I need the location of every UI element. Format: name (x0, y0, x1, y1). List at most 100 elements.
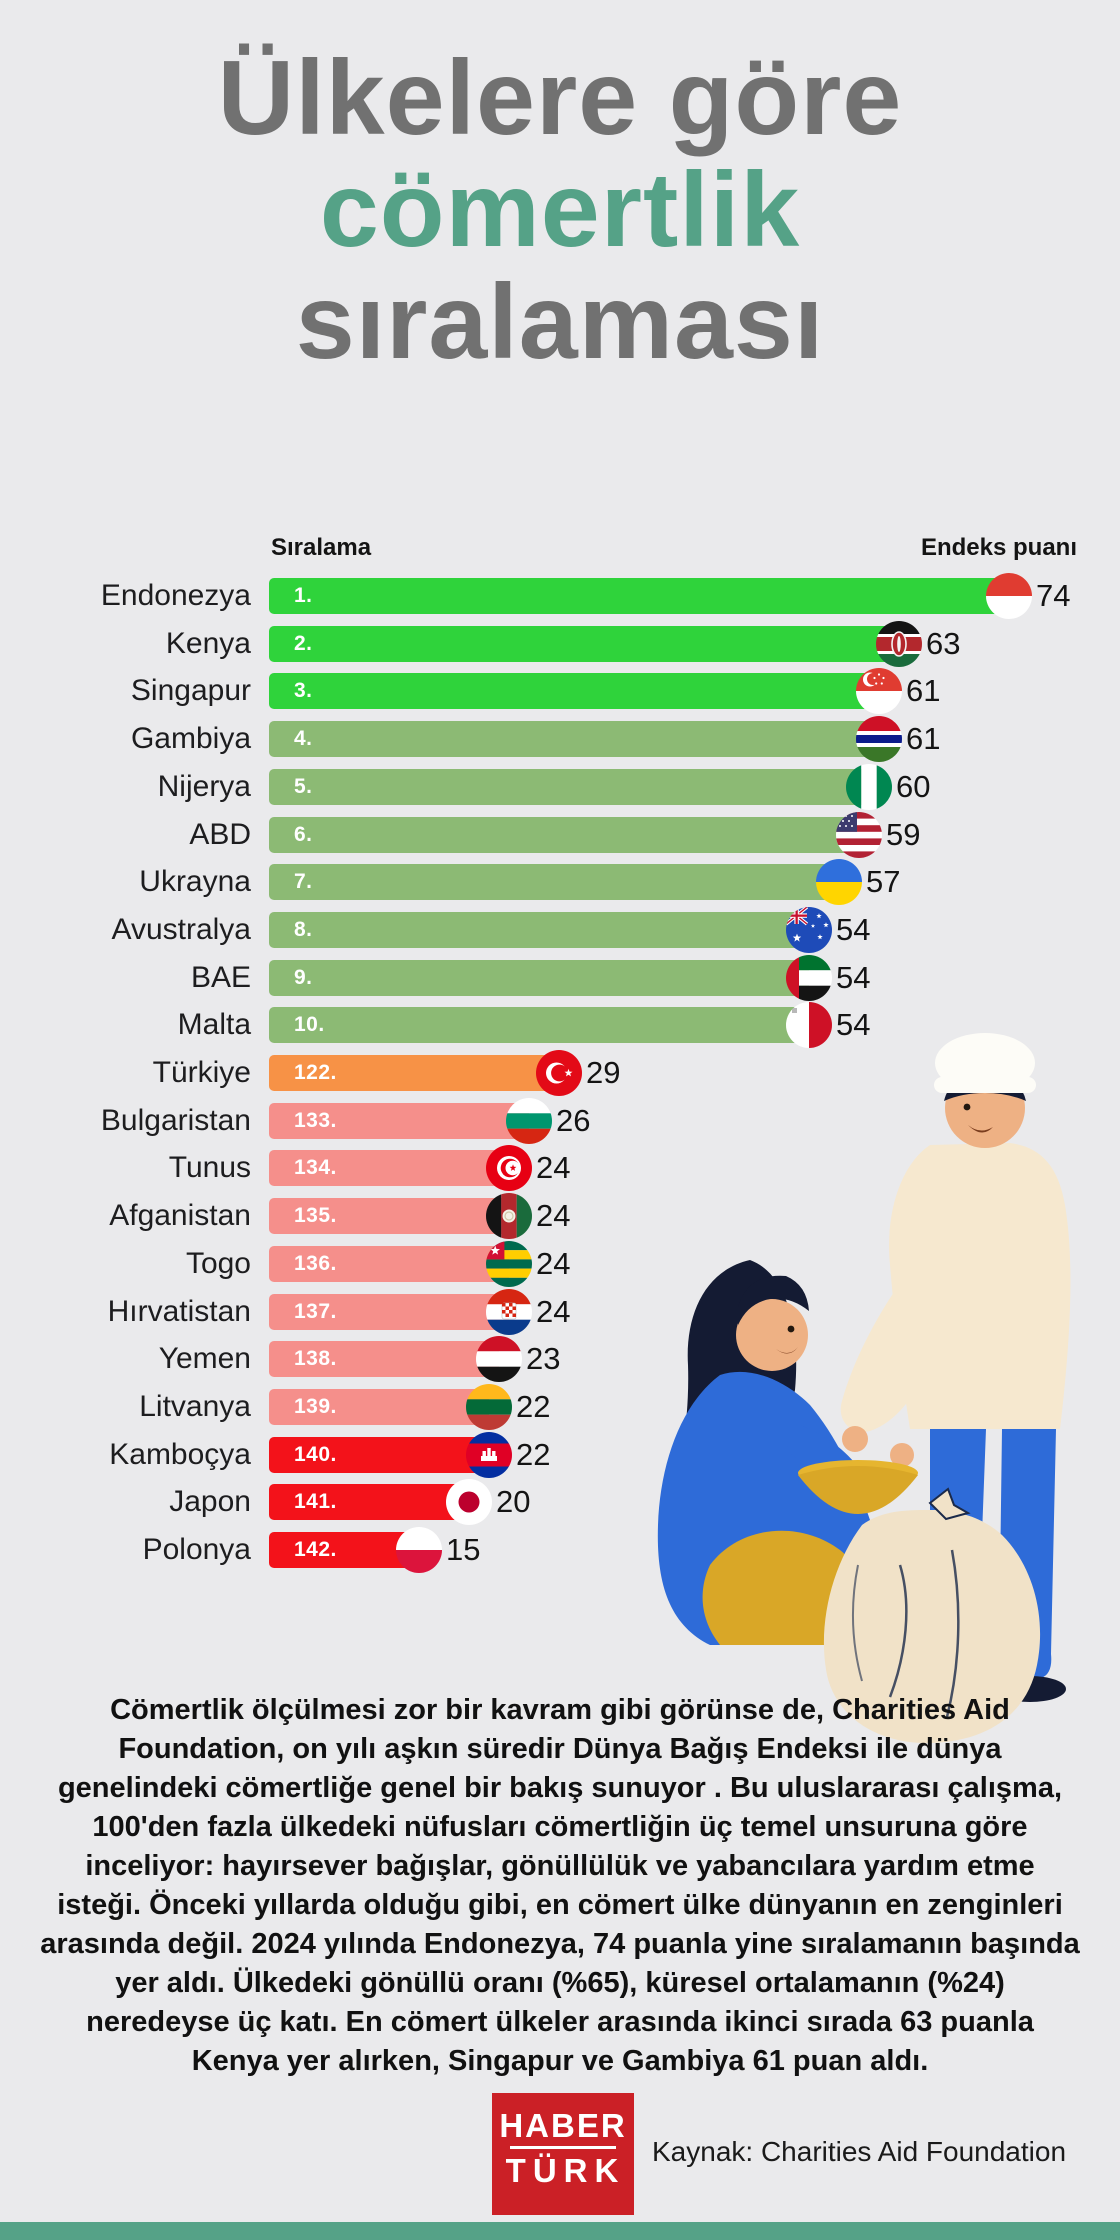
score-bar: 2. (269, 626, 899, 662)
logo-divider (510, 2146, 616, 2149)
rank-label: 133. (294, 1109, 337, 1132)
rank-label: 138. (294, 1347, 337, 1370)
chart-row: Kamboçya 140. 22 (0, 1432, 1120, 1478)
haberturk-logo: HABER TÜRK (492, 2093, 634, 2215)
bowl-icon (798, 1460, 918, 1514)
score-column-header: Endeks puanı (920, 534, 1077, 561)
country-label: Endonezya (100, 579, 251, 612)
score-bar: 140. (269, 1437, 489, 1473)
gambia-flag-icon (856, 716, 902, 762)
country-label: Japon (169, 1485, 251, 1518)
croatia-flag-icon (486, 1289, 532, 1335)
chart-row: Hırvatistan 137. 24 (0, 1289, 1120, 1335)
chart-row: Türkiye 122. 29 (0, 1050, 1120, 1096)
score-bar: 6. (269, 817, 859, 853)
score-bar: 133. (269, 1103, 529, 1139)
score-value: 61 (906, 721, 941, 756)
indonesia-flag-icon (986, 573, 1032, 619)
rank-label: 137. (294, 1300, 337, 1323)
score-value: 24 (536, 1294, 571, 1329)
standing-person (840, 1033, 1071, 1702)
chart-row: Togo 136. 24 (0, 1241, 1120, 1287)
malta-flag-icon (786, 1002, 832, 1048)
yemen-flag-icon (476, 1336, 522, 1382)
rank-label: 122. (294, 1061, 337, 1084)
togo-flag-icon (486, 1241, 532, 1287)
score-bar: 10. (269, 1007, 809, 1043)
chart-row: ABD 6. 59 (0, 812, 1120, 858)
kenya-flag-icon (876, 621, 922, 667)
score-bar: 134. (269, 1150, 509, 1186)
score-value: 74 (1036, 578, 1071, 613)
sack (823, 1487, 1041, 1744)
score-bar: 8. (269, 912, 809, 948)
country-label: Yemen (158, 1342, 251, 1375)
chart-row: Gambiya 4. 61 (0, 716, 1120, 762)
country-label: Ukrayna (139, 865, 251, 898)
turkey-flag-icon (536, 1050, 582, 1096)
generosity-bar-chart: Endonezya 1. 74 Kenya 2. 63 Singapur 3. … (0, 573, 1120, 1573)
logo-line-1: HABER (499, 2107, 627, 2144)
country-label: Singapur (130, 674, 251, 707)
afghanistan-flag-icon (486, 1193, 532, 1239)
chart-row: BAE 9. 54 (0, 955, 1120, 1001)
country-label: Kamboçya (109, 1438, 251, 1471)
bulgaria-flag-icon (506, 1098, 552, 1144)
page-title: Ülkelere göre cömertlik sıralaması (0, 42, 1120, 378)
singapore-flag-icon (856, 668, 902, 714)
tunisia-flag-icon (486, 1145, 532, 1191)
bottom-accent-bar (0, 2222, 1120, 2240)
score-bar: 138. (269, 1341, 499, 1377)
score-bar: 9. (269, 960, 809, 996)
title-line-3: sıralaması (295, 263, 825, 381)
score-value: 29 (586, 1055, 621, 1090)
country-label: Togo (185, 1247, 251, 1280)
country-label: BAE (190, 961, 251, 994)
score-value: 54 (836, 1007, 871, 1042)
score-value: 15 (446, 1532, 481, 1567)
chart-row: Ukrayna 7. 57 (0, 859, 1120, 905)
australia-flag-icon (786, 907, 832, 953)
country-label: Bulgaristan (100, 1104, 251, 1137)
score-value: 63 (926, 626, 961, 661)
score-bar: 139. (269, 1389, 489, 1425)
rank-label: 142. (294, 1538, 337, 1561)
cambodia-flag-icon (466, 1432, 512, 1478)
country-label: Polonya (142, 1533, 251, 1566)
body-paragraph: Cömertlik ölçülmesi zor bir kavram gibi … (40, 1694, 1080, 2077)
japan-flag-icon (446, 1479, 492, 1525)
score-bar: 4. (269, 721, 879, 757)
source-credit: Kaynak: Charities Aid Foundation (652, 2136, 1067, 2167)
rank-label: 134. (294, 1156, 337, 1179)
usa-flag-icon (836, 812, 882, 858)
score-value: 61 (906, 673, 941, 708)
score-bar: 1. (269, 578, 1009, 614)
score-bar: 3. (269, 673, 879, 709)
rank-column-header: Sıralama (271, 534, 372, 561)
chart-row: Afganistan 135. 24 (0, 1193, 1120, 1239)
score-bar: 122. (269, 1055, 559, 1091)
uae-flag-icon (786, 955, 832, 1001)
rank-label: 10. (294, 1013, 325, 1036)
rank-label: 139. (294, 1395, 337, 1418)
chart-row: Japon 141. 20 (0, 1479, 1120, 1525)
score-value: 60 (896, 769, 931, 804)
score-value: 24 (536, 1246, 571, 1281)
chart-row: Nijerya 5. 60 (0, 764, 1120, 810)
score-bar: 137. (269, 1294, 509, 1330)
chart-row: Kenya 2. 63 (0, 621, 1120, 667)
rank-label: 3. (294, 679, 313, 702)
chart-row: Endonezya 1. 74 (0, 573, 1120, 619)
score-value: 59 (886, 817, 921, 852)
chart-row: Avustralya 8. 54 (0, 907, 1120, 953)
country-label: Tunus (168, 1151, 251, 1184)
score-value: 24 (536, 1198, 571, 1233)
score-bar: 136. (269, 1246, 509, 1282)
chart-row: Malta 10. 54 (0, 1002, 1120, 1048)
score-value: 57 (866, 864, 901, 899)
score-bar: 7. (269, 864, 839, 900)
rank-label: 7. (294, 870, 313, 893)
score-bar: 141. (269, 1484, 469, 1520)
chart-row: Singapur 3. 61 (0, 668, 1120, 714)
